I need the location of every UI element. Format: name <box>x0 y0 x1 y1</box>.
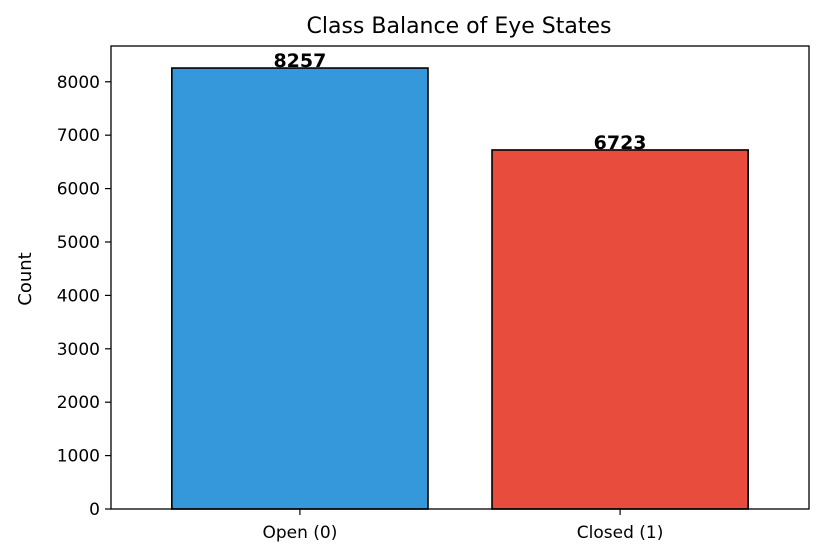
y-tick-label-6: 6000 <box>57 180 100 200</box>
bar-0 <box>171 67 429 510</box>
x-axis-ticks: Open (0) Closed (1) <box>262 509 663 543</box>
y-tick-label-0: 0 <box>89 500 100 520</box>
y-tick-label-4: 4000 <box>57 286 100 306</box>
data-label-1: 6723 <box>594 132 647 154</box>
data-label-0: 8257 <box>273 50 326 72</box>
y-tick-label-5: 5000 <box>57 233 100 253</box>
data-labels-group: 8257 6723 <box>273 50 646 154</box>
y-axis-label: Count <box>15 252 36 305</box>
y-tick-label-7: 7000 <box>57 126 100 146</box>
x-tick-label-0: Open (0) <box>262 523 337 543</box>
bar-1 <box>491 149 749 510</box>
y-tick-label-2: 2000 <box>57 393 100 413</box>
bars-group <box>171 67 749 510</box>
plot-area-frame <box>110 45 810 510</box>
chart-title: Class Balance of Eye States <box>307 14 612 39</box>
y-tick-label-3: 3000 <box>57 340 100 360</box>
x-tick-label-1: Closed (1) <box>577 523 664 543</box>
y-tick-label-8: 8000 <box>57 73 100 93</box>
y-tick-label-1: 1000 <box>57 447 100 467</box>
y-axis-ticks: 0 1000 2000 3000 4000 5000 6000 7000 8000 <box>57 73 111 520</box>
